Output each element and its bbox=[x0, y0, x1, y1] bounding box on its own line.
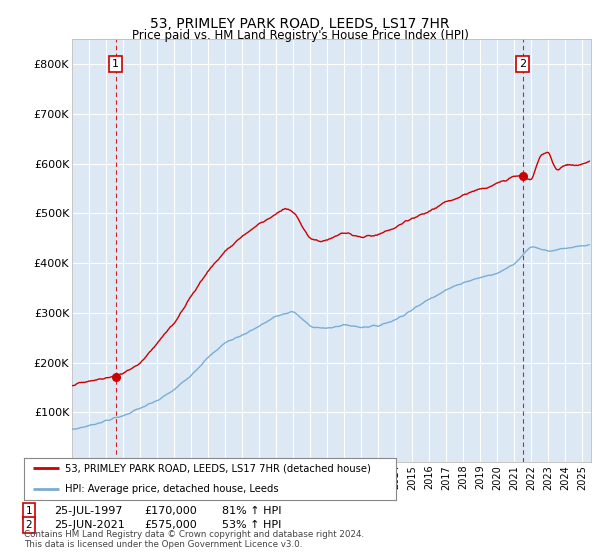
Text: HPI: Average price, detached house, Leeds: HPI: Average price, detached house, Leed… bbox=[65, 484, 278, 494]
Text: 1: 1 bbox=[25, 506, 32, 516]
Text: 53, PRIMLEY PARK ROAD, LEEDS, LS17 7HR: 53, PRIMLEY PARK ROAD, LEEDS, LS17 7HR bbox=[150, 17, 450, 31]
Text: 25-JUL-1997: 25-JUL-1997 bbox=[54, 506, 122, 516]
Text: 81% ↑ HPI: 81% ↑ HPI bbox=[222, 506, 281, 516]
Text: £170,000: £170,000 bbox=[144, 506, 197, 516]
Text: Price paid vs. HM Land Registry's House Price Index (HPI): Price paid vs. HM Land Registry's House … bbox=[131, 29, 469, 42]
Text: £575,000: £575,000 bbox=[144, 520, 197, 530]
Text: 53, PRIMLEY PARK ROAD, LEEDS, LS17 7HR (detached house): 53, PRIMLEY PARK ROAD, LEEDS, LS17 7HR (… bbox=[65, 463, 371, 473]
Text: 1: 1 bbox=[112, 59, 119, 69]
Text: 2: 2 bbox=[25, 520, 32, 530]
Text: Contains HM Land Registry data © Crown copyright and database right 2024.: Contains HM Land Registry data © Crown c… bbox=[24, 530, 364, 539]
Text: This data is licensed under the Open Government Licence v3.0.: This data is licensed under the Open Gov… bbox=[24, 540, 302, 549]
Text: 2: 2 bbox=[519, 59, 526, 69]
Text: 25-JUN-2021: 25-JUN-2021 bbox=[54, 520, 125, 530]
Text: 53% ↑ HPI: 53% ↑ HPI bbox=[222, 520, 281, 530]
